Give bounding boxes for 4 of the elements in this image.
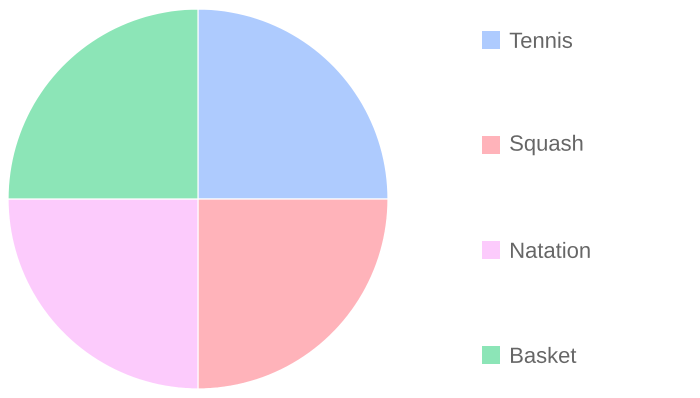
legend-label: Natation	[511, 242, 590, 258]
legend-label: Tennis	[510, 32, 572, 48]
legend-label: Basket	[511, 346, 576, 364]
legend-label: Squash	[510, 134, 582, 156]
